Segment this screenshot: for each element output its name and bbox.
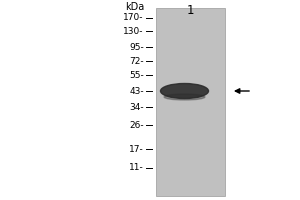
Text: 11-: 11- — [129, 163, 144, 172]
Text: 1: 1 — [187, 4, 194, 17]
Text: 43-: 43- — [129, 87, 144, 96]
Ellipse shape — [164, 94, 205, 100]
Text: 72-: 72- — [129, 56, 144, 66]
Text: 170-: 170- — [123, 14, 144, 22]
Text: 26-: 26- — [129, 120, 144, 130]
Ellipse shape — [160, 84, 208, 99]
FancyBboxPatch shape — [156, 8, 225, 196]
Text: 95-: 95- — [129, 43, 144, 51]
Text: 17-: 17- — [129, 144, 144, 154]
Text: kDa: kDa — [125, 2, 144, 12]
Text: 130-: 130- — [123, 26, 144, 36]
Text: 55-: 55- — [129, 71, 144, 79]
Text: 34-: 34- — [129, 102, 144, 112]
